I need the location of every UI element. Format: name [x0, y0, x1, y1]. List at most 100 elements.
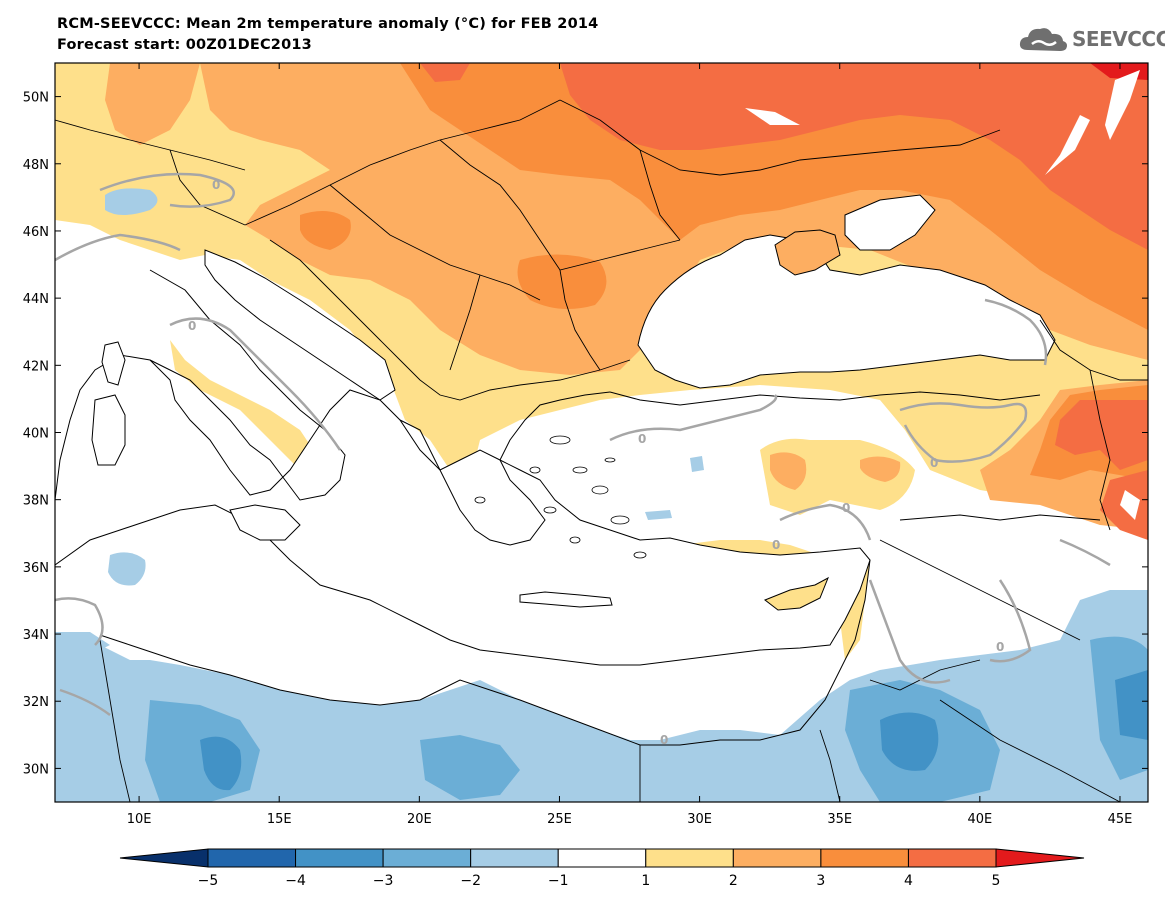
colorbar-segment	[295, 848, 384, 868]
anomaly-fill-minus1-minus2	[108, 552, 146, 586]
anomaly-fill-3-4	[400, 63, 1148, 330]
anomaly-fill-near-zero	[1045, 115, 1090, 175]
crete	[519, 591, 613, 608]
lat-tick-label: 30N	[23, 762, 49, 777]
aegean-islands	[474, 435, 647, 559]
island	[474, 496, 486, 504]
contour-label: 0	[930, 456, 938, 470]
anomaly-fill-3-4	[300, 211, 351, 250]
anomaly-fill-1-2	[170, 340, 320, 470]
sicily	[229, 504, 301, 541]
island	[591, 485, 609, 495]
contour-label: 0	[660, 733, 668, 747]
italy	[149, 269, 346, 501]
corsica	[101, 341, 126, 386]
anomaly-fill-minus1-minus2	[105, 188, 158, 215]
cyprus	[763, 576, 829, 611]
colorbar-label: 2	[729, 873, 738, 889]
contour-label: 0	[842, 501, 850, 515]
zero-contour	[55, 597, 104, 646]
anomaly-fill-2-3	[860, 456, 901, 482]
border-line	[559, 269, 601, 371]
island	[569, 536, 581, 544]
mediterranean-sea	[55, 354, 871, 666]
anomaly-fill-4-5	[560, 63, 1148, 250]
zero-contour	[989, 579, 1032, 663]
country-borders	[55, 99, 1148, 802]
colorbar-left-arrow	[119, 848, 209, 868]
sardinia	[91, 394, 126, 466]
zero-contour	[169, 317, 342, 451]
border-line	[269, 239, 631, 401]
anomaly-fill-2-3	[105, 63, 200, 145]
anomaly-fill-minus2-minus3	[420, 735, 520, 800]
colorbar-label: −5	[198, 873, 219, 889]
zero-contour	[868, 579, 951, 684]
crimea	[774, 229, 841, 276]
anomaly-fill-2-3	[770, 452, 807, 490]
contour-label: 0	[188, 319, 196, 333]
colorbar-segment	[907, 848, 997, 868]
anomaly-fill-near-zero	[1120, 490, 1140, 520]
colorbar-segment	[382, 848, 472, 868]
contour-labels: 0 0 0 0 0 0 0 0	[188, 178, 1004, 747]
zero-contour	[899, 402, 1028, 463]
lon-tick-label: 30E	[687, 812, 712, 827]
lon-tick-label: 10E	[127, 812, 152, 827]
colorbar-right-arrow	[995, 848, 1085, 868]
lon-tick-label: 40E	[967, 812, 992, 827]
colorbar-label: −1	[548, 873, 569, 889]
colorbar-segment	[470, 848, 559, 868]
anomaly-fill-near-zero	[1105, 70, 1140, 140]
map-area: 0 0 0 0 0 0 0 0	[55, 63, 1148, 802]
latitude-axis: 30N 32N 34N 36N 38N 40N 42N 44N 46N 48N 50N	[23, 91, 1148, 777]
border-line	[449, 274, 481, 371]
zero-contour	[55, 233, 181, 262]
greece	[399, 391, 611, 546]
zero-contour	[609, 394, 778, 442]
colorbar-segment	[207, 848, 297, 868]
border-line	[639, 149, 681, 241]
border-line	[879, 539, 1081, 641]
anomaly-fill-minus1-minus2	[55, 632, 110, 665]
zero-contours	[55, 172, 1111, 717]
contour-label: 0	[638, 432, 646, 446]
sea-of-azov	[844, 194, 936, 251]
turkey-coast	[609, 391, 1041, 406]
map-subtitle: Forecast start: 00Z01DEC2013	[57, 37, 312, 53]
lat-tick-label: 48N	[23, 158, 49, 173]
border-line	[1089, 369, 1111, 531]
anomaly-fill-minus3-minus4	[1115, 670, 1148, 740]
colorbar: −5 −4 −3 −2 −1 1 2 3 4 5	[119, 848, 1085, 889]
colorbar-label: 3	[816, 873, 825, 889]
lat-tick-label: 40N	[23, 427, 49, 442]
zero-contour	[779, 503, 872, 541]
cloud-icon	[1019, 28, 1067, 51]
logo-text: SEEVCCC	[1072, 27, 1165, 51]
border-line	[55, 119, 246, 171]
colorbar-label: 5	[992, 873, 1001, 889]
border-line	[244, 99, 561, 226]
colorbar-segment	[557, 848, 647, 868]
lat-tick-label: 34N	[23, 628, 49, 643]
lat-tick-label: 36N	[23, 561, 49, 576]
border-line	[439, 139, 681, 271]
lat-tick-label: 46N	[23, 225, 49, 240]
colorbar-label: −3	[373, 873, 394, 889]
colorbar-segment	[820, 848, 909, 868]
zero-contour	[984, 298, 1048, 366]
libya-coast	[99, 634, 641, 746]
border-line	[329, 184, 541, 301]
colorbar-label: 4	[904, 873, 913, 889]
zero-contour	[1059, 538, 1111, 567]
lon-tick-label: 15E	[267, 812, 292, 827]
anomaly-fill-minus3-minus4	[200, 736, 242, 791]
anomaly-fill-4-5	[1055, 400, 1148, 470]
border-line	[819, 729, 841, 802]
contour-label: 0	[772, 538, 780, 552]
lat-tick-label: 50N	[23, 91, 49, 106]
anomaly-fill-minus1-minus2	[645, 510, 672, 520]
island	[633, 551, 647, 559]
colorbar-segment	[732, 848, 822, 868]
